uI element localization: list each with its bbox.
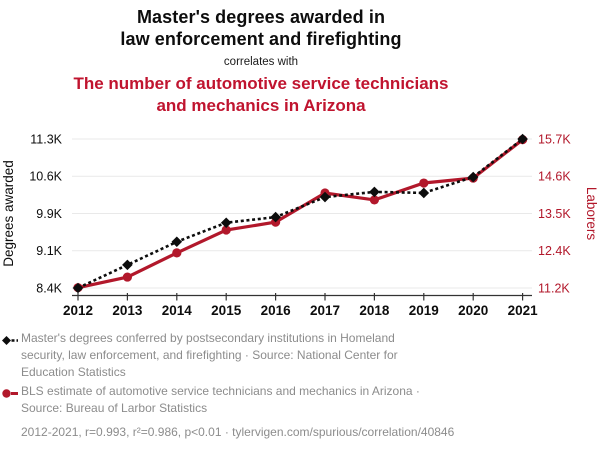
x-tick-label: 2021 [508, 303, 539, 318]
x-tick-label: 2015 [211, 303, 242, 318]
legend-label-laborers: BLS estimate of automotive service techn… [21, 384, 420, 415]
diamond-data-point [369, 186, 380, 198]
x-tick-label: 2013 [112, 303, 143, 318]
diamond-data-point [220, 217, 232, 229]
diamond-data-point [517, 133, 528, 145]
left-axis-title: Degrees awarded [1, 160, 16, 267]
diamond-data-point [319, 191, 331, 203]
subtitle: The number of automotive service technic… [73, 74, 449, 115]
x-tick-label: 2019 [409, 303, 439, 318]
diamond-data-point [270, 211, 281, 223]
right-tick-label: 14.6K [538, 170, 571, 184]
circle-data-point [221, 225, 231, 235]
page-title: Master's degrees awarded in law enforcem… [120, 7, 402, 49]
circle-series-line [77, 138, 524, 290]
legend-item-laborers: BLS estimate of automotive service techn… [2, 383, 480, 417]
circle-icon [2, 389, 11, 398]
chart-canvas: 2012 2013 2014 2015 2016 2017 2018 2019 2020 2021… [1, 132, 599, 318]
x-tick-label: 2020 [458, 303, 488, 318]
diamond-dashed-marker-icon [2, 336, 18, 345]
circle-solid-marker-icon [2, 389, 18, 398]
left-tick-label: 11.3K [30, 132, 62, 146]
diamond-data-point [467, 171, 479, 183]
x-tick-label: 2016 [261, 303, 292, 318]
diamond-data-point [72, 282, 84, 294]
circle-data-point [172, 248, 182, 258]
x-tick-label: 2018 [359, 303, 390, 318]
diamond-data-point [122, 259, 133, 271]
diamond-data-point [418, 187, 430, 199]
correlates-with-label: correlates with [223, 56, 299, 68]
circle-data-point [419, 178, 429, 188]
circle-data-point [369, 195, 379, 205]
x-tick-label: 2017 [310, 303, 340, 318]
x-tick-label: 2014 [162, 303, 193, 318]
left-tick-label: 9.9K [36, 207, 62, 221]
right-axis-title: Laborers [584, 187, 599, 241]
legend-item-degrees: Master's degrees conferred by postsecond… [2, 330, 480, 381]
right-tick-label: 11.2K [538, 281, 570, 295]
right-tick-label: 13.5K [538, 207, 571, 221]
left-tick-label: 9.1K [36, 244, 62, 258]
x-tick-label: 2012 [63, 303, 93, 318]
header: Master's degrees awarded in law enforcem… [0, 0, 522, 117]
left-tick-label: 8.4K [36, 281, 62, 295]
diamond-icon [2, 336, 11, 345]
diamond-series-line [77, 137, 524, 290]
diamond-data-point [171, 236, 183, 248]
circle-data-point [122, 272, 132, 282]
stats-footer: 2012-2021, r=0.993, r²=0.986, p<0.01 · t… [21, 425, 455, 439]
legend-label-degrees: Master's degrees conferred by postsecond… [21, 331, 398, 379]
left-tick-label: 10.6K [29, 170, 62, 184]
right-tick-label: 15.7K [538, 132, 571, 146]
legend: Master's degrees conferred by postsecond… [2, 330, 480, 441]
right-tick-label: 12.4K [538, 244, 571, 258]
